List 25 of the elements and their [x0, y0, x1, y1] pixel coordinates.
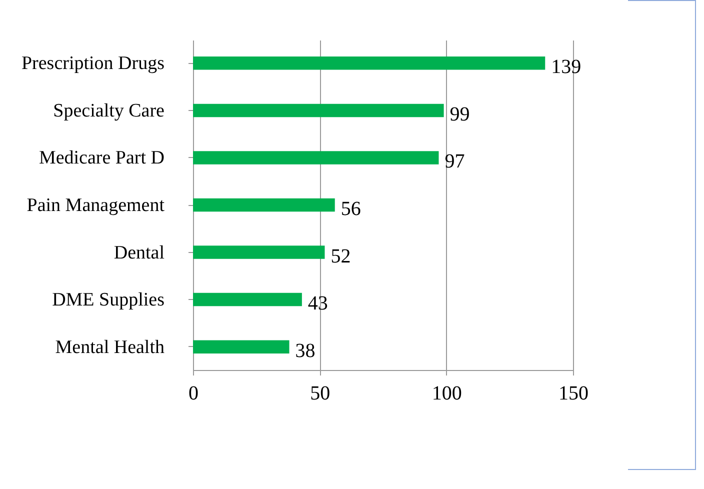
- data-label: 38: [295, 340, 316, 362]
- bar: [193, 246, 325, 259]
- data-label: 56: [340, 198, 361, 220]
- y-tick-label: Medicare Part D: [38, 148, 164, 169]
- x-tick-label: 50: [310, 382, 330, 404]
- y-tick-label: DME Supplies: [52, 290, 164, 311]
- bar: [193, 104, 444, 118]
- data-label: 99: [450, 103, 470, 126]
- x-tick-label: 100: [432, 382, 462, 404]
- y-tick-label: Dental: [114, 242, 164, 264]
- y-tick-label: Mental Health: [55, 336, 165, 358]
- data-label: 97: [444, 150, 465, 173]
- bar: [193, 151, 439, 164]
- bar: [193, 292, 302, 306]
- bar: [193, 340, 290, 354]
- x-tick-label: 0: [188, 382, 198, 404]
- x-tick-label: 150: [558, 382, 588, 404]
- y-tick-label: Pain Management: [26, 195, 166, 216]
- y-tick-label: Prescription Drugs: [21, 53, 164, 74]
- y-tick-label: Specialty Care: [53, 100, 164, 122]
- data-label: 139: [551, 56, 582, 78]
- bar: [193, 198, 335, 212]
- data-label: 52: [330, 245, 351, 268]
- data-label: 43: [308, 292, 328, 315]
- bar: [193, 56, 546, 70]
